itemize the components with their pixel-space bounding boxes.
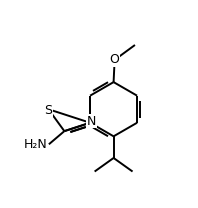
- Text: N: N: [87, 115, 96, 128]
- Text: O: O: [110, 53, 120, 66]
- Text: S: S: [44, 104, 52, 117]
- Text: H₂N: H₂N: [24, 138, 48, 151]
